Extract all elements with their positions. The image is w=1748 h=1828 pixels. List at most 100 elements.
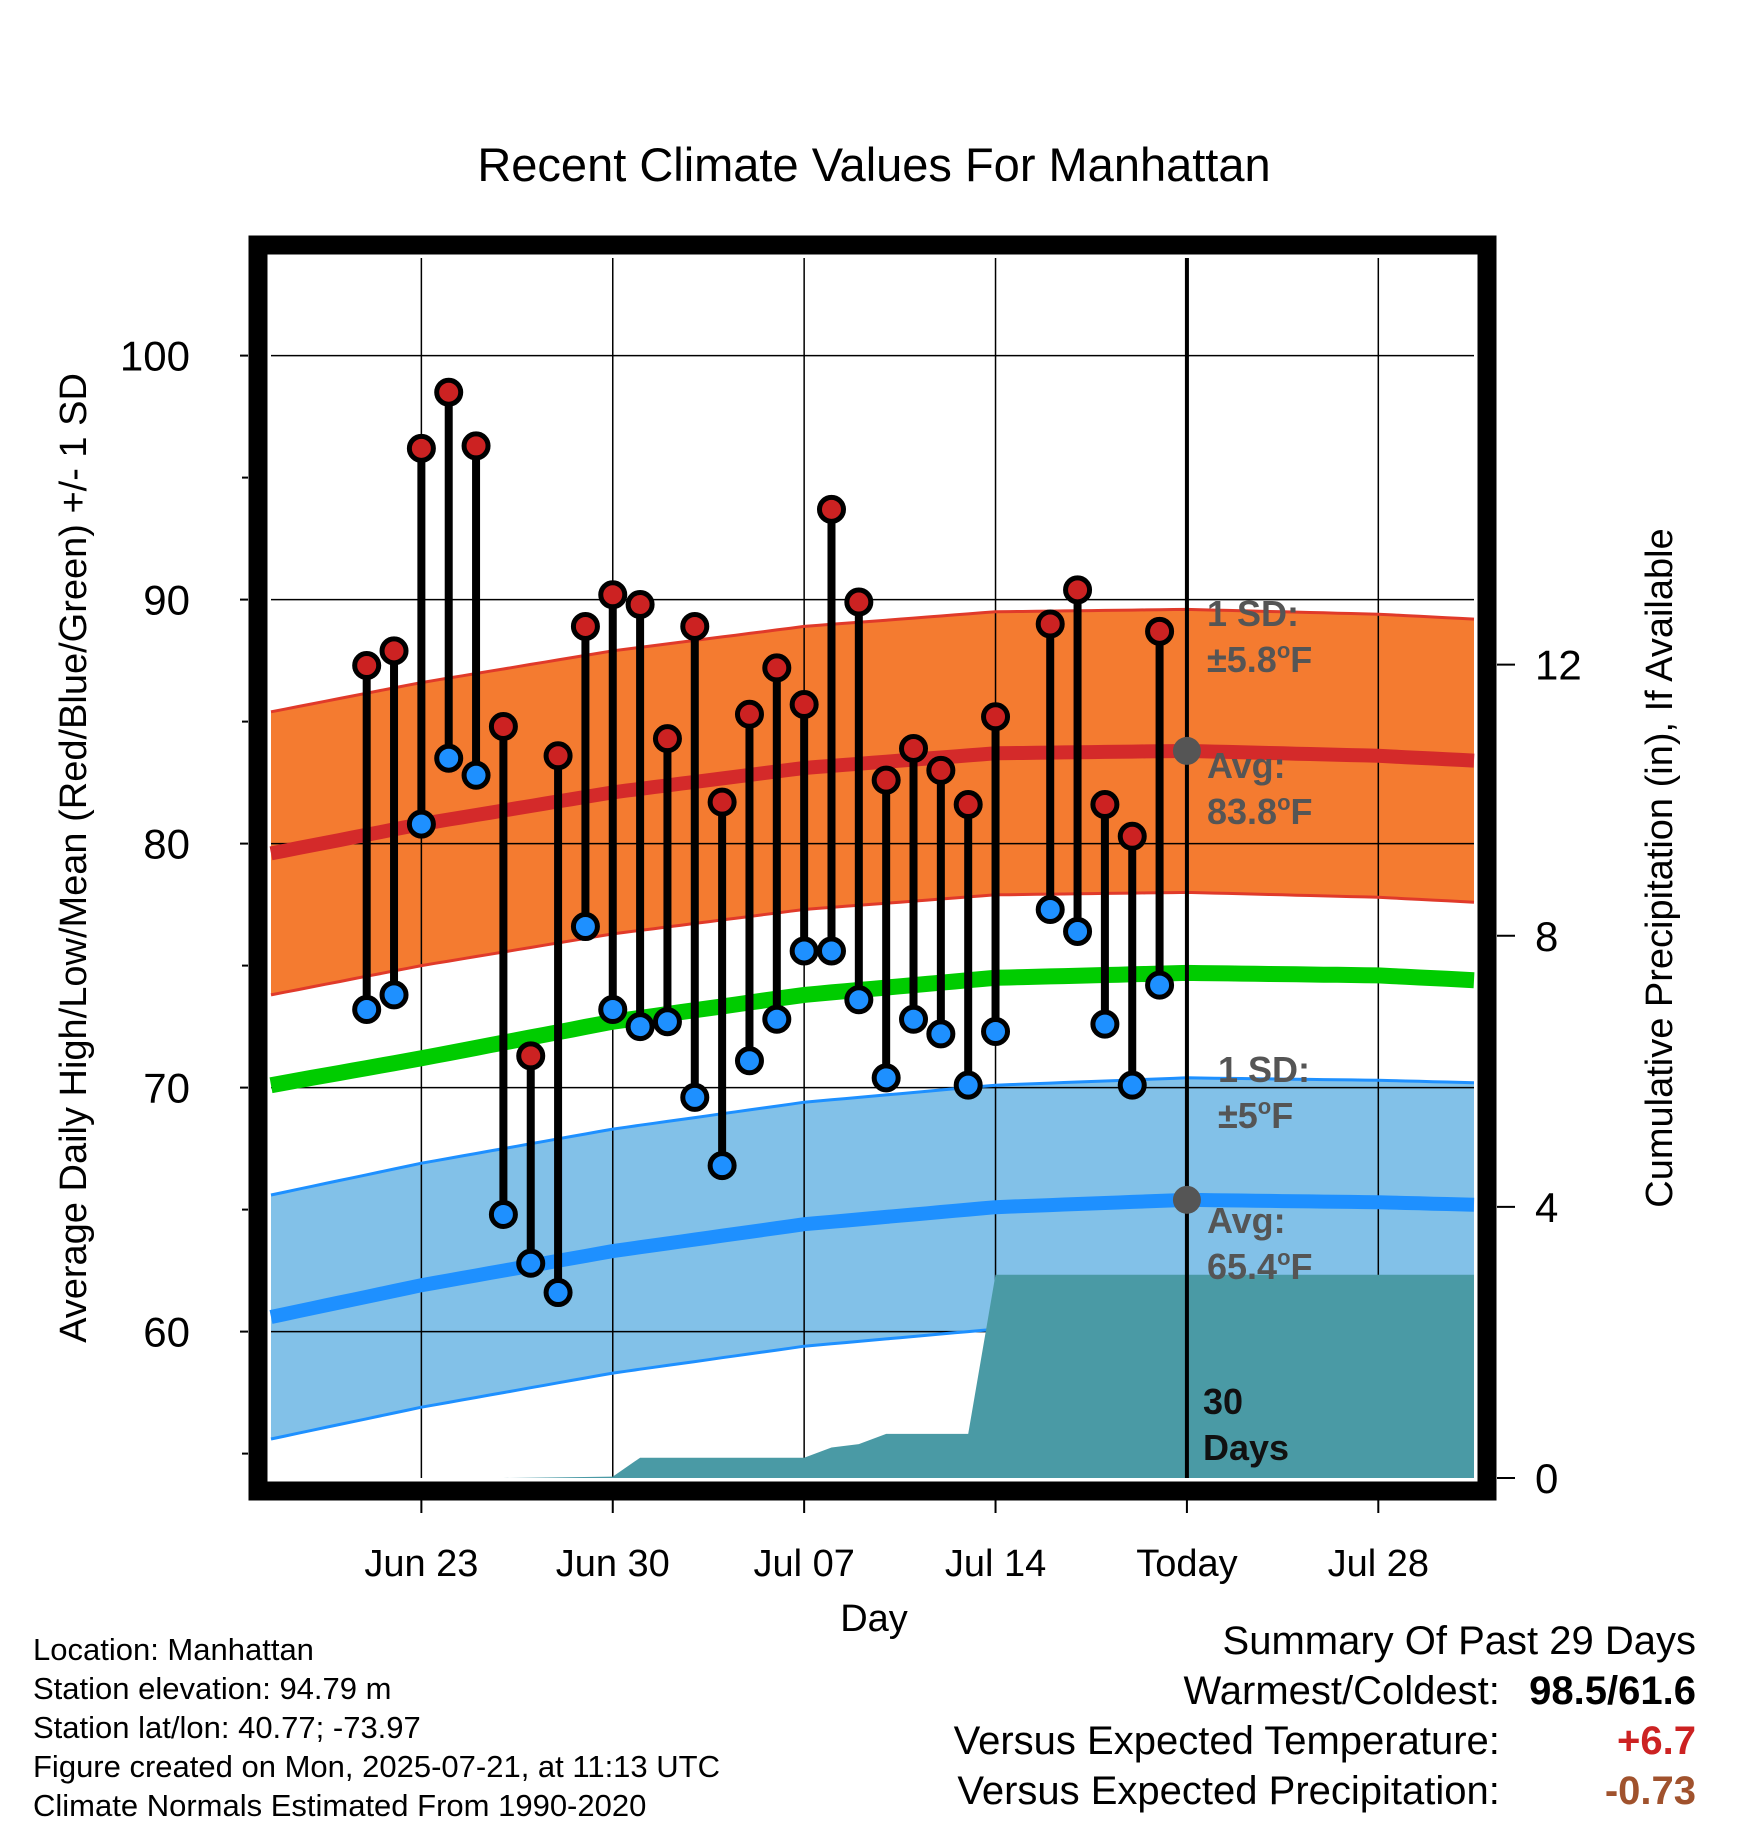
obs-low-point [516,1248,546,1278]
obs-low-point [434,743,464,773]
station-info: Location: Manhattan Station elevation: 9… [33,1630,720,1825]
obs-high-point [488,711,518,741]
y-tick-label: 60 [143,1309,190,1356]
station-location: Location: Manhattan [33,1632,314,1667]
obs-low-point [844,985,874,1015]
obs-low-point [406,809,436,839]
chart-title: Recent Climate Values For Manhattan [477,138,1270,191]
obs-high-point [625,589,655,619]
low-upper-edge [270,1076,1475,1197]
high-sd-band [271,609,1474,995]
station-latlon: Station lat/lon: 40.77; -73.97 [33,1710,421,1745]
low-avg-line [269,1192,1475,1324]
obs-high-point [1117,821,1147,851]
high-avg-value: 83.8oF [1207,790,1313,832]
obs-high-point [406,433,436,463]
obs-low-point [652,1007,682,1037]
obs-high-point [707,787,737,817]
high-sd-label: 1 SD: [1207,593,1299,634]
obs-high-point [680,611,710,641]
precip-label: Versus Expected Precipitation: [957,1769,1500,1813]
obs-high-point [570,611,600,641]
obs-high-point [899,733,929,763]
obs-low-point [899,1004,929,1034]
y2-tick-label: 0 [1535,1455,1558,1502]
y-axis-label: Average Daily High/Low/Mean (Red/Blue/Gr… [53,373,95,1343]
obs-low-point [871,1063,901,1093]
obs-low-point [352,995,382,1025]
x-tick-label: Jun 23 [364,1543,478,1585]
obs-high-point [981,702,1011,732]
obs-low-point [734,1046,764,1076]
figure-created: Figure created on Mon, 2025-07-21, at 11… [33,1749,720,1784]
obs-low-point [1090,1009,1120,1039]
plot-frame [248,235,1497,1501]
obs-high-point [1063,575,1093,605]
high-avg-label: Avg: [1207,745,1286,786]
today-low-avg-marker [1172,1185,1201,1214]
high-upper-edge [270,607,1475,714]
summary-title: Summary Of Past 29 Days [1222,1619,1696,1663]
obs-high-point [734,699,764,729]
obs-high-point [1035,609,1065,639]
obs-high-point [789,690,819,720]
obs-low-point [1063,916,1093,946]
obs-low-point [981,1016,1011,1046]
obs-high-point [543,741,573,771]
summary-warm-cold-row: Warmest/Coldest: 98.5/61.6 [954,1666,1697,1716]
obs-high-point [1090,790,1120,820]
obs-high-point [379,636,409,666]
obs-low-point [953,1070,983,1100]
station-elevation: Station elevation: 94.79 m [33,1671,392,1706]
normals-period: Climate Normals Estimated From 1990-2020 [33,1788,647,1823]
obs-low-point [789,936,819,966]
summary-precip-row: Versus Expected Precipitation: -0.73 [954,1766,1696,1816]
y2-tick-label: 12 [1535,642,1582,689]
obs-high-point [516,1041,546,1071]
obs-low-point [379,980,409,1010]
mean-avg-line [269,964,1475,1094]
obs-low-point [680,1082,710,1112]
high-avg-line [269,743,1475,861]
y2-tick-label: 8 [1535,913,1558,960]
summary-panel: Summary Of Past 29 Days Warmest/Coldest:… [954,1616,1696,1816]
y2-tick-label: 4 [1535,1184,1558,1231]
summary-temp-row: Versus Expected Temperature: +6.7 [954,1716,1696,1766]
precip-area [271,1274,1474,1478]
days-word-label: Days [1203,1427,1289,1468]
x-tick-label: Today [1136,1543,1237,1585]
y-tick-label: 80 [143,821,190,868]
obs-low-point [926,1019,956,1049]
obs-high-point [871,765,901,795]
obs-high-point [953,790,983,820]
x-tick-label: Jul 28 [1328,1543,1429,1585]
obs-high-point [352,650,382,680]
y-tick-label: 70 [143,1065,190,1112]
obs-high-point [1145,616,1175,646]
obs-low-point [488,1199,518,1229]
obs-high-point [816,494,846,524]
obs-low-point [625,1012,655,1042]
obs-low-point [707,1151,737,1181]
obs-low-point [543,1278,573,1308]
x-tick-label: Jul 07 [753,1543,854,1585]
obs-low-point [598,995,628,1025]
obs-low-point [762,1004,792,1034]
obs-low-point [1117,1070,1147,1100]
x-tick-label: Jul 14 [945,1543,1046,1585]
warm-cold-label: Warmest/Coldest: [1183,1669,1500,1713]
y-tick-label: 90 [143,577,190,624]
temp-value: +6.7 [1617,1719,1696,1763]
obs-high-point [598,580,628,610]
obs-low-point [461,760,491,790]
warm-cold-value: 98.5/61.6 [1529,1669,1696,1713]
obs-low-point [1035,894,1065,924]
precip-value: -0.73 [1604,1769,1696,1813]
obs-high-point [461,431,491,461]
x-axis-label: Day [840,1598,908,1640]
x-tick-label: Jun 30 [556,1543,670,1585]
low-sd-value: ±5oF [1218,1094,1293,1136]
low-avg-value: 65.4oF [1207,1245,1313,1287]
high-sd-value: ±5.8oF [1207,638,1312,680]
